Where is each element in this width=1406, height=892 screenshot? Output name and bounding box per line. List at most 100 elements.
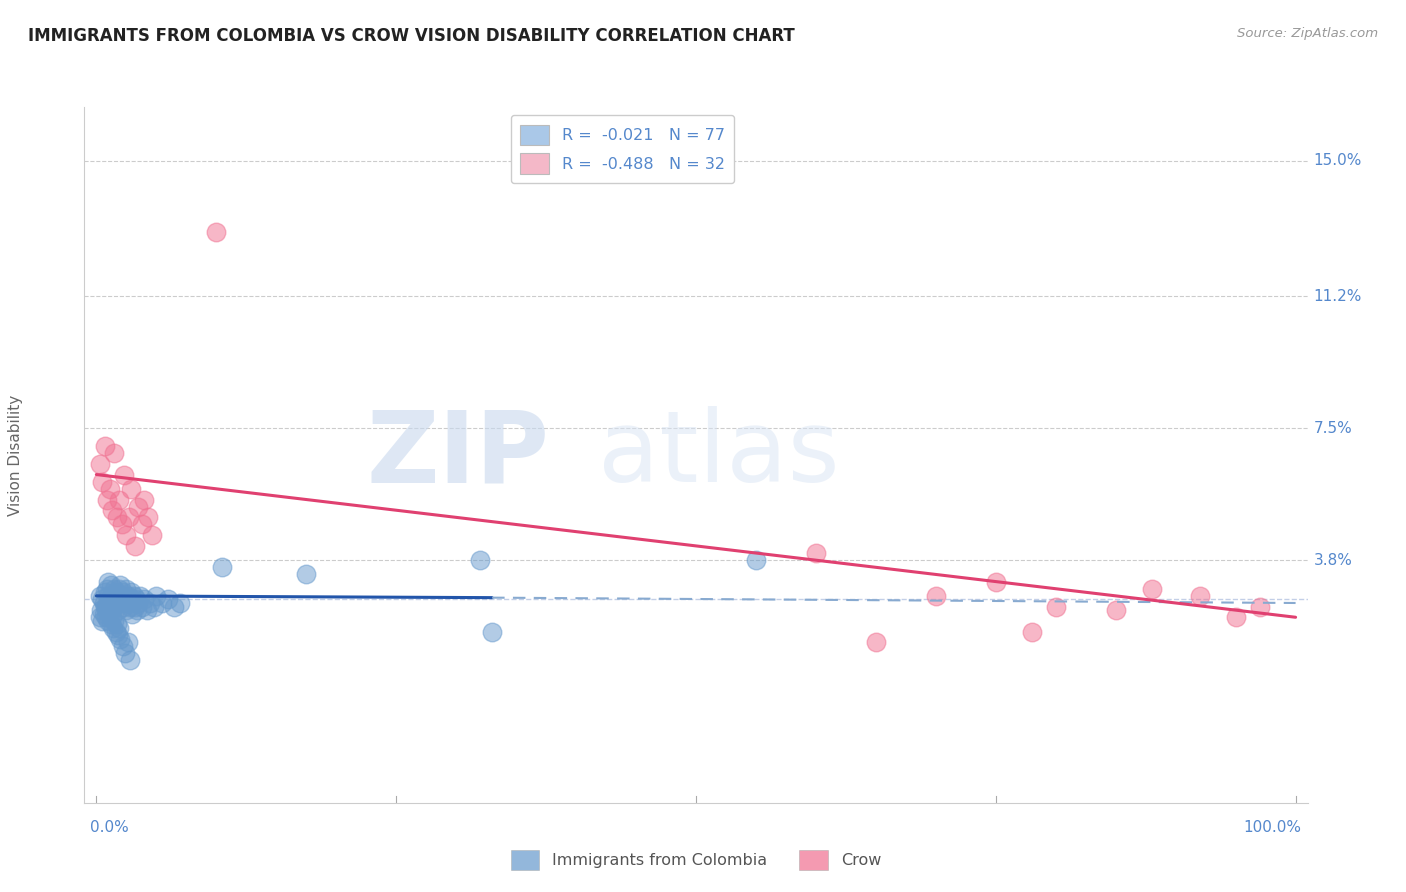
Point xyxy=(101,610,124,624)
Point xyxy=(110,632,132,646)
Point xyxy=(103,446,125,460)
Point xyxy=(984,574,1007,589)
Point xyxy=(114,596,136,610)
Point xyxy=(142,599,165,614)
Point xyxy=(111,639,134,653)
Point xyxy=(865,635,887,649)
Point xyxy=(101,503,124,517)
Text: Vision Disability: Vision Disability xyxy=(8,394,22,516)
Point xyxy=(101,621,124,635)
Text: 0.0%: 0.0% xyxy=(90,821,129,835)
Point xyxy=(98,607,121,621)
Point xyxy=(96,582,118,596)
Point xyxy=(1225,610,1247,624)
Point xyxy=(127,596,149,610)
Point xyxy=(96,492,118,507)
Point xyxy=(93,439,115,453)
Text: 100.0%: 100.0% xyxy=(1243,821,1302,835)
Point xyxy=(112,467,135,482)
Point xyxy=(89,457,111,471)
Point xyxy=(134,592,156,607)
Point xyxy=(94,610,117,624)
Point xyxy=(91,592,114,607)
Text: atlas: atlas xyxy=(598,407,839,503)
Text: 7.5%: 7.5% xyxy=(1313,421,1353,435)
Point xyxy=(97,589,120,603)
Point xyxy=(101,596,124,610)
Point xyxy=(124,539,146,553)
Point xyxy=(120,482,142,496)
Point xyxy=(94,599,117,614)
Point xyxy=(115,582,138,596)
Point xyxy=(93,599,115,614)
Text: 11.2%: 11.2% xyxy=(1313,289,1362,303)
Point xyxy=(103,599,125,614)
Point xyxy=(91,475,114,489)
Point xyxy=(93,585,115,599)
Point xyxy=(105,510,128,524)
Point xyxy=(117,635,139,649)
Point xyxy=(93,607,115,621)
Point xyxy=(135,603,157,617)
Point xyxy=(97,614,120,628)
Point xyxy=(139,596,162,610)
Point xyxy=(131,599,153,614)
Point xyxy=(100,578,122,592)
Point xyxy=(1188,589,1211,603)
Point xyxy=(112,592,135,607)
Point xyxy=(107,589,129,603)
Point xyxy=(745,553,768,567)
Point xyxy=(124,599,146,614)
Point xyxy=(111,599,134,614)
Point xyxy=(211,560,233,574)
Text: 15.0%: 15.0% xyxy=(1313,153,1362,168)
Point xyxy=(1021,624,1043,639)
Point xyxy=(122,589,145,603)
Point xyxy=(107,628,129,642)
Text: IMMIGRANTS FROM COLOMBIA VS CROW VISION DISABILITY CORRELATION CHART: IMMIGRANTS FROM COLOMBIA VS CROW VISION … xyxy=(28,27,794,45)
Point xyxy=(804,546,827,560)
Point xyxy=(468,553,491,567)
Point xyxy=(115,603,138,617)
Point xyxy=(481,624,503,639)
Point xyxy=(125,592,148,607)
Point xyxy=(97,574,120,589)
Point xyxy=(108,492,131,507)
Point xyxy=(118,599,141,614)
Point xyxy=(1045,599,1067,614)
Point xyxy=(127,603,149,617)
Point xyxy=(98,482,121,496)
Point xyxy=(105,592,128,607)
Point xyxy=(117,589,139,603)
Point xyxy=(128,589,150,603)
Point xyxy=(108,621,131,635)
Point xyxy=(295,567,318,582)
Point xyxy=(925,589,948,603)
Point xyxy=(110,578,132,592)
Point xyxy=(163,599,186,614)
Point xyxy=(111,585,134,599)
Point xyxy=(150,596,173,610)
Point xyxy=(136,510,159,524)
Text: Source: ZipAtlas.com: Source: ZipAtlas.com xyxy=(1237,27,1378,40)
Point xyxy=(127,500,149,514)
Point xyxy=(110,517,132,532)
Point xyxy=(108,582,131,596)
Point xyxy=(100,617,122,632)
Point xyxy=(118,510,141,524)
Point xyxy=(121,607,143,621)
Point xyxy=(118,596,141,610)
Point xyxy=(145,589,167,603)
Point xyxy=(90,603,112,617)
Point xyxy=(101,589,124,603)
Point xyxy=(134,492,156,507)
Point xyxy=(157,592,180,607)
Point xyxy=(103,614,125,628)
Point xyxy=(114,646,136,660)
Point xyxy=(89,610,111,624)
Point xyxy=(110,596,132,610)
Legend: Immigrants from Colombia, Crow: Immigrants from Colombia, Crow xyxy=(503,842,889,879)
Point xyxy=(104,585,127,599)
Point xyxy=(169,596,191,610)
Point xyxy=(103,582,125,596)
